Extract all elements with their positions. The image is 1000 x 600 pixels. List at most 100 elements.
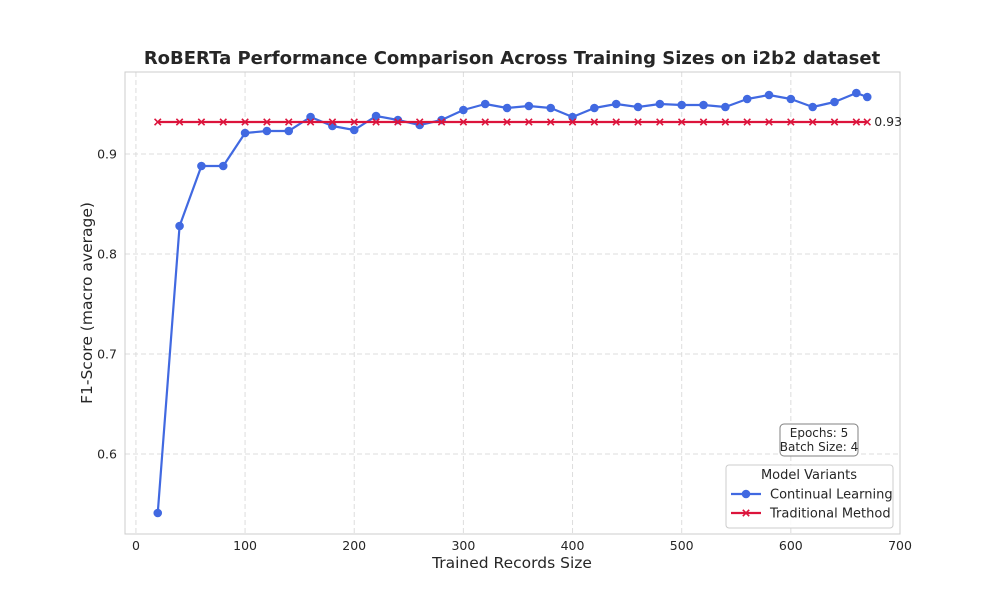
data-point	[546, 118, 555, 126]
data-point	[611, 99, 621, 109]
data-point	[546, 103, 556, 113]
info-box: Epochs: 5 Batch Size: 4	[779, 423, 859, 457]
info-box-frame	[779, 423, 859, 457]
x-tick-label: 600	[779, 538, 803, 553]
data-point	[480, 99, 490, 109]
data-point	[372, 118, 380, 126]
legend-frame	[725, 464, 894, 529]
x-tick-label: 0	[132, 538, 140, 553]
data-point	[742, 94, 752, 104]
data-point	[590, 103, 599, 113]
data-point	[764, 90, 774, 100]
data-point	[437, 118, 446, 126]
data-point	[153, 118, 162, 126]
data-point	[590, 118, 599, 126]
data-point	[656, 118, 664, 126]
data-point	[153, 508, 163, 518]
legend-entry: Traditional Method	[731, 507, 891, 522]
info-box-epochs: Epochs: 5	[790, 426, 849, 440]
y-axis-ticks: 0.6 0.7 0.8 0.9	[97, 147, 117, 462]
data-point	[612, 118, 620, 126]
x-axis-label: Trained Records Size	[431, 554, 592, 572]
data-point	[481, 118, 489, 126]
data-point	[175, 221, 184, 231]
legend-entry: Continual Learning	[731, 488, 893, 503]
data-point	[218, 161, 228, 171]
data-point	[394, 118, 402, 126]
data-point	[415, 118, 424, 126]
plot-area-frame	[124, 71, 901, 535]
data-point	[175, 118, 184, 126]
legend: Model Variants Continual Learning Traditi…	[725, 464, 894, 529]
data-point	[808, 118, 817, 126]
data-point	[721, 102, 730, 112]
legend-title: Model Variants	[761, 468, 857, 483]
x-tick-label: 100	[233, 538, 257, 553]
data-point	[284, 118, 293, 126]
y-tick-label: 0.8	[97, 247, 117, 262]
data-point	[284, 126, 294, 136]
data-point	[721, 118, 730, 126]
data-point	[863, 118, 872, 126]
data-point	[349, 125, 359, 135]
data-point	[502, 103, 512, 113]
series-continual-learning	[153, 88, 872, 518]
data-point	[503, 118, 511, 126]
data-point	[852, 118, 861, 126]
end-value-annotation: 0.93	[874, 114, 902, 129]
y-tick-label: 0.9	[97, 147, 117, 162]
y-axis-label: F1-Score (macro average)	[78, 202, 96, 404]
data-point	[197, 118, 206, 126]
y-tick-label: 0.7	[97, 347, 117, 362]
data-point	[677, 118, 686, 126]
data-point	[765, 118, 773, 126]
data-point	[787, 118, 795, 126]
info-box-batch-size: Batch Size: 4	[780, 440, 858, 454]
data-point	[371, 111, 381, 121]
data-point	[677, 100, 686, 110]
data-point	[699, 118, 708, 126]
data-point	[525, 118, 533, 126]
data-point	[830, 97, 839, 107]
data-point	[830, 118, 839, 126]
data-point	[219, 118, 228, 126]
data-point	[655, 99, 665, 109]
series-traditional-method	[153, 118, 872, 126]
data-point	[699, 100, 708, 110]
data-point	[459, 118, 468, 126]
data-point	[240, 128, 250, 138]
data-point	[743, 118, 751, 126]
x-tick-label: 500	[670, 538, 694, 553]
series-line	[156, 91, 868, 514]
data-point	[306, 118, 315, 126]
data-point	[459, 105, 468, 115]
data-point	[524, 101, 534, 111]
data-point	[634, 118, 642, 126]
y-tick-label: 0.6	[97, 447, 117, 462]
data-point	[862, 92, 872, 102]
chart-title: RoBERTa Performance Comparison Across Tr…	[144, 48, 881, 69]
data-point	[197, 161, 206, 171]
legend-marker	[741, 489, 751, 499]
data-point	[350, 118, 358, 126]
x-tick-label: 200	[342, 538, 366, 553]
legend-marker	[742, 509, 750, 517]
data-point	[241, 118, 249, 126]
x-tick-label: 300	[451, 538, 475, 553]
legend-label: Continual Learning	[770, 488, 893, 503]
data-point	[568, 118, 577, 126]
series-layer	[153, 88, 872, 518]
legend-label: Traditional Method	[769, 507, 891, 522]
data-point	[328, 118, 337, 126]
data-point	[633, 102, 643, 112]
data-point	[786, 94, 796, 104]
data-point	[262, 126, 272, 136]
data-point	[852, 88, 861, 98]
x-tick-label: 700	[888, 538, 912, 553]
legend-entries: Continual Learning Traditional Method	[731, 488, 893, 522]
x-tick-label: 400	[561, 538, 585, 553]
data-point	[263, 118, 271, 126]
data-point	[808, 102, 817, 112]
x-axis-ticks: 0 100 200 300 400 500 600 700	[132, 538, 912, 553]
